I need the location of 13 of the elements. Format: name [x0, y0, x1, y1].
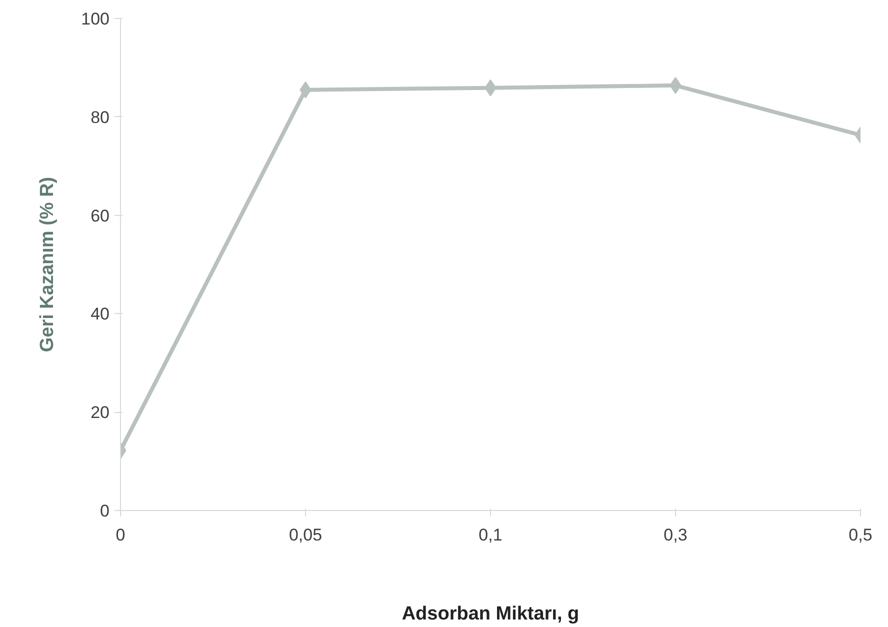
x-tick-label: 0,3	[664, 526, 688, 544]
y-tick-label: 100	[81, 10, 110, 28]
y-tick-label: 40	[90, 304, 110, 324]
y-tick-label: 60	[90, 206, 110, 226]
y-tick-label: 0	[100, 502, 110, 520]
x-tick-label: 0	[116, 526, 126, 544]
y-tick-label: 20	[90, 403, 110, 422]
y-axis-title: Geri Kazanım (% R)	[37, 176, 58, 352]
x-tick-label: 0,05	[288, 526, 322, 544]
x-tick-label: 0,1	[478, 526, 502, 544]
y-tick-label: 80	[90, 108, 110, 127]
x-axis-title: Adsorban Miktarı, g	[402, 604, 580, 624]
x-tick-label: 0,5	[848, 526, 872, 544]
